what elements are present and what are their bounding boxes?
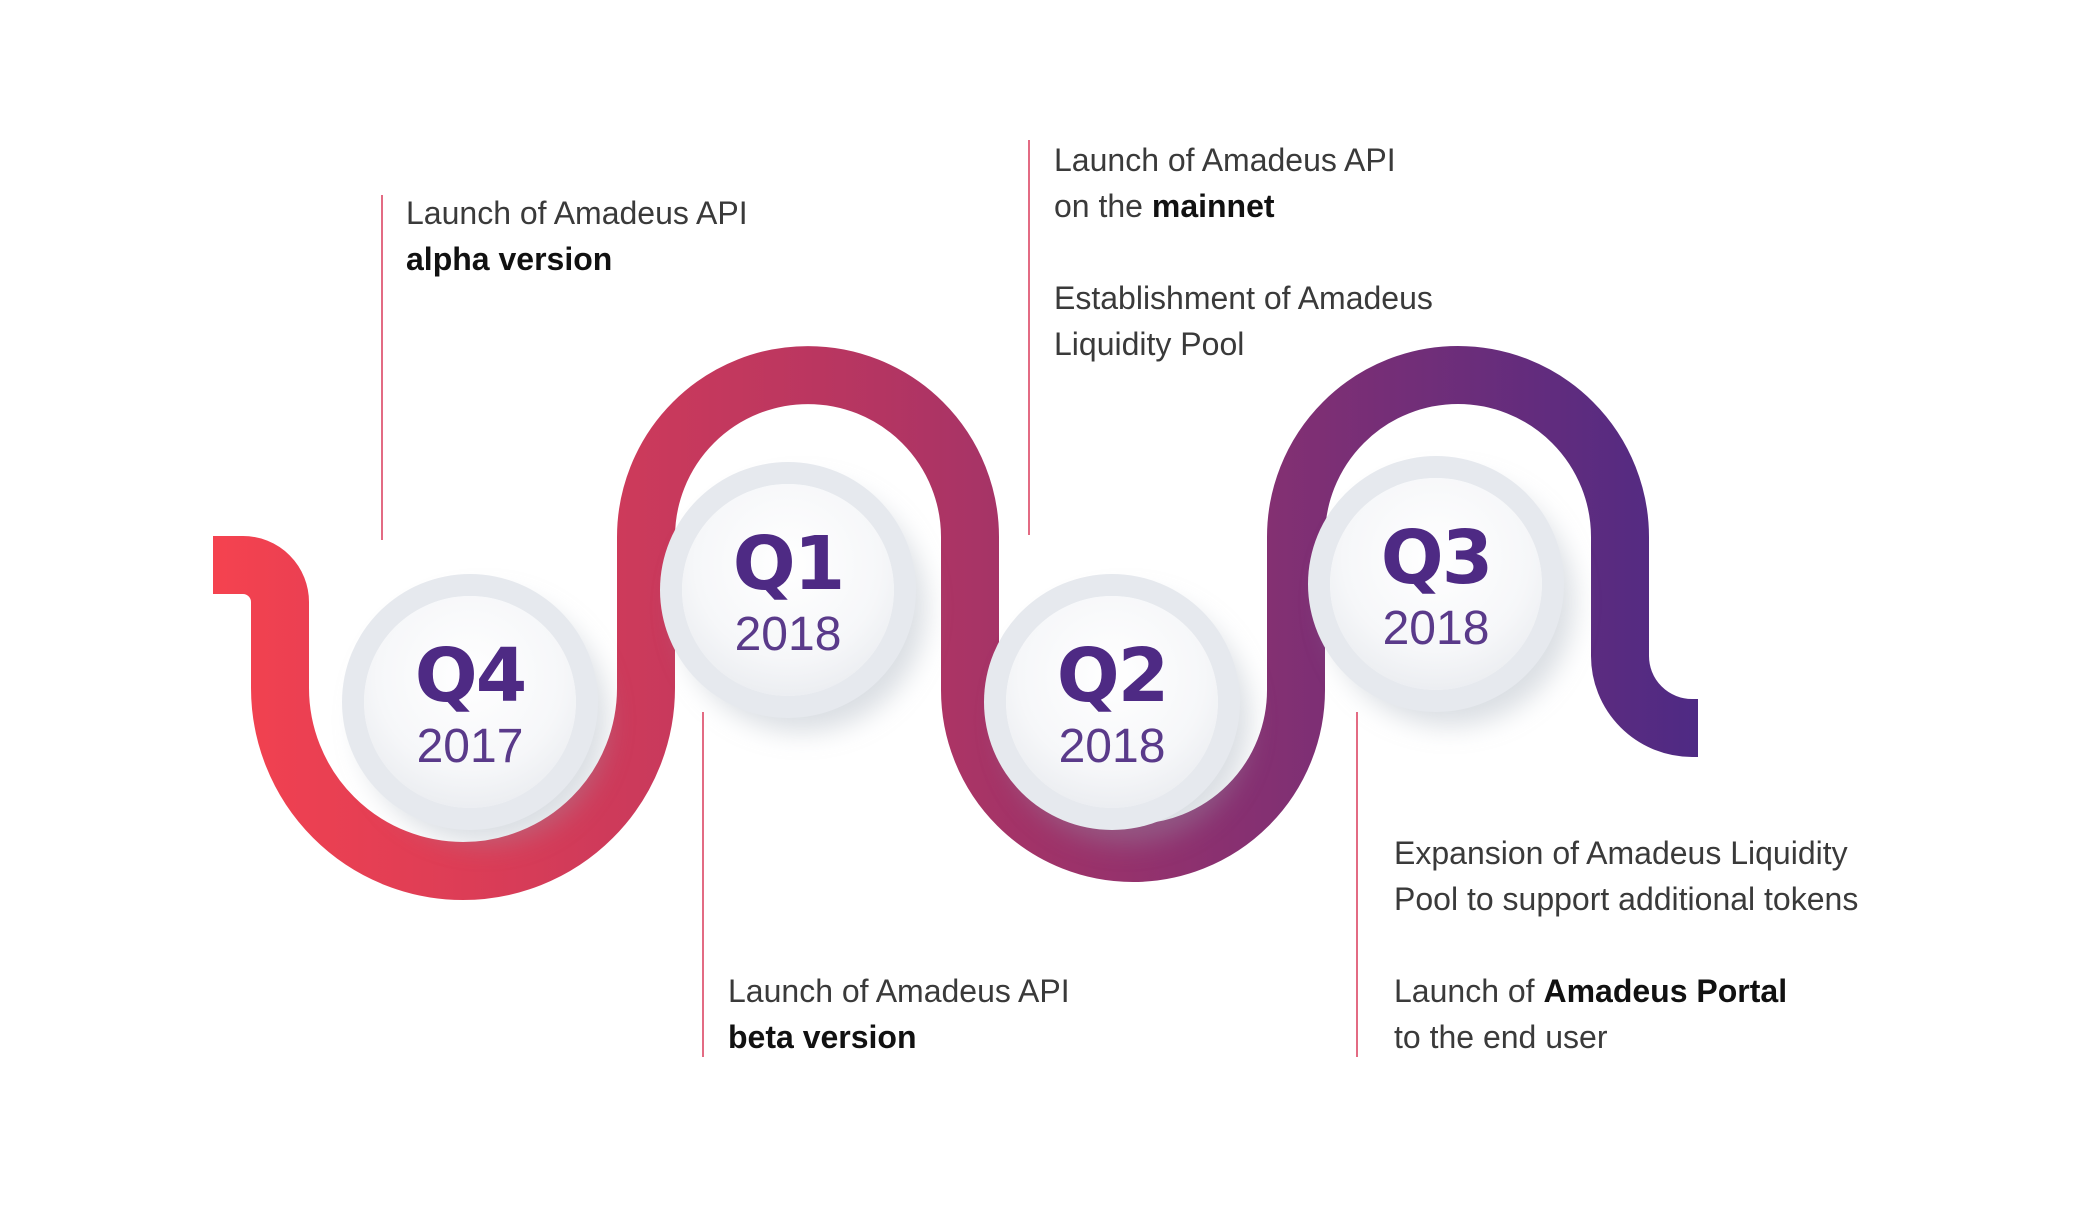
milestone-quarter: Q4	[414, 633, 527, 719]
milestone-note-q2-2018: Launch of Amadeus API on the mainnet Est…	[1054, 137, 1433, 367]
note-text: Launch of Amadeus API	[406, 195, 748, 231]
note-text: Establishment of Amadeus	[1054, 280, 1433, 316]
milestone-badge-q1-2018: Q1 2018	[682, 484, 894, 696]
note-text: Pool to support additional tokens	[1394, 881, 1859, 917]
note-text: Launch of	[1394, 973, 1544, 1009]
milestone-quarter: Q2	[1056, 633, 1169, 719]
note-emphasis: beta version	[728, 1019, 917, 1055]
note-text: Launch of Amadeus API	[1054, 142, 1396, 178]
note-text: on the	[1054, 188, 1152, 224]
note-emphasis: alpha version	[406, 241, 613, 277]
milestone-quarter: Q3	[1380, 515, 1493, 601]
note-text: Launch of Amadeus API	[728, 973, 1070, 1009]
milestone-quarter: Q1	[732, 521, 845, 607]
milestone-note-q4-2017: Launch of Amadeus API alpha version	[406, 190, 748, 282]
connector-line-q4-2017	[381, 195, 383, 540]
milestone-year: 2018	[734, 608, 842, 661]
timeline-curve	[213, 346, 1698, 900]
milestone-year: 2018	[1058, 720, 1166, 773]
milestone-badge-q2-2018: Q2 2018	[1006, 596, 1218, 808]
connector-line-q3-2018	[1356, 712, 1358, 1057]
milestone-note-q3-2018: Expansion of Amadeus Liquidity Pool to s…	[1394, 830, 1858, 1060]
note-emphasis: Amadeus Portal	[1543, 973, 1788, 1009]
note-text: to the end user	[1394, 1019, 1608, 1055]
milestone-badge-q3-2018: Q3 2018	[1330, 478, 1542, 690]
note-text: Expansion of Amadeus Liquidity	[1394, 835, 1848, 871]
milestone-year: 2018	[1382, 602, 1490, 655]
milestone-year: 2017	[416, 720, 524, 773]
note-text: Liquidity Pool	[1054, 326, 1245, 362]
connector-line-q2-2018	[1028, 140, 1030, 535]
milestone-badge-q4-2017: Q4 2017	[364, 596, 576, 808]
connector-line-q1-2018	[702, 712, 704, 1057]
milestone-note-q1-2018: Launch of Amadeus API beta version	[728, 968, 1070, 1060]
note-emphasis: mainnet	[1151, 188, 1275, 224]
